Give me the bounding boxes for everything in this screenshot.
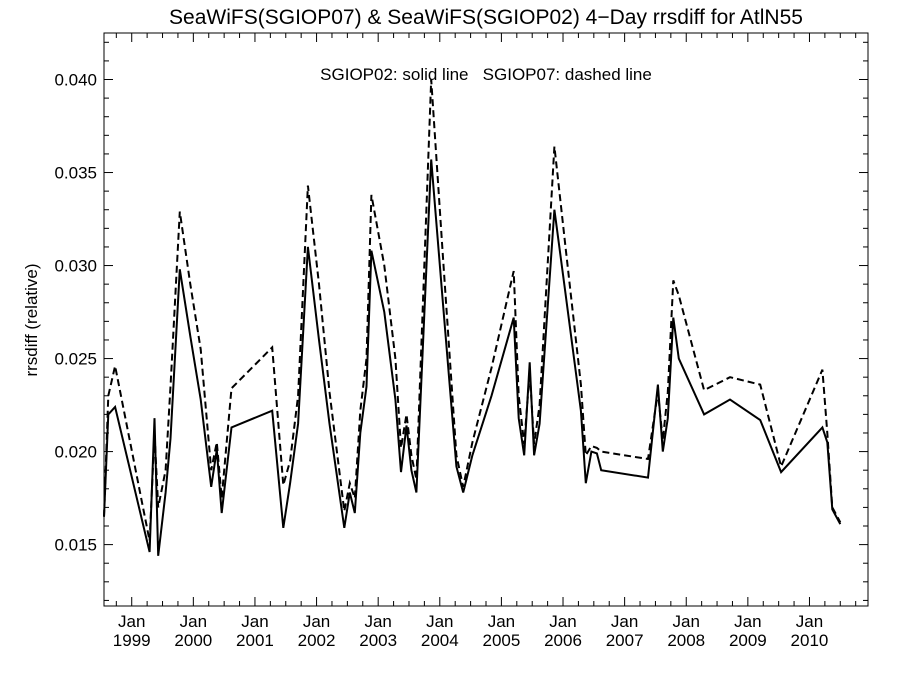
x-tick-label-year: 2005 [482, 631, 520, 650]
x-tick-label-year: 2002 [298, 631, 336, 650]
x-tick-label-year: 1999 [113, 631, 151, 650]
x-tick-label-month: Jan [180, 612, 207, 631]
x-tick-label-month: Jan [611, 612, 638, 631]
y-tick-label: 0.015 [54, 536, 97, 555]
chart-title: SeaWiFS(SGIOP07) & SeaWiFS(SGIOP02) 4−Da… [169, 6, 803, 29]
x-tick-label-month: Jan [673, 612, 700, 631]
x-tick-label-month: Jan [734, 612, 761, 631]
y-tick-label: 0.040 [54, 71, 97, 90]
x-tick-label-month: Jan [488, 612, 515, 631]
y-tick-label: 0.030 [54, 257, 97, 276]
x-tick-label-month: Jan [549, 612, 576, 631]
x-tick-label-year: 2001 [236, 631, 274, 650]
x-tick-label-year: 2003 [359, 631, 397, 650]
x-tick-label-year: 2010 [791, 631, 829, 650]
x-tick-label-year: 2007 [606, 631, 644, 650]
series-style-annotation: SGIOP02: solid line SGIOP07: dashed line [320, 65, 652, 84]
x-tick-label-month: Jan [364, 612, 391, 631]
x-tick-label-year: 2009 [729, 631, 767, 650]
plot-area: 0.0150.0200.0250.0300.0350.040Jan1999Jan… [54, 32, 869, 650]
x-tick-label-year: 2008 [667, 631, 705, 650]
y-tick-label: 0.025 [54, 350, 97, 369]
series-line-sgiop07 [103, 79, 842, 542]
x-tick-label-month: Jan [118, 612, 145, 631]
y-axis-label: rrsdiff (relative) [22, 263, 41, 376]
y-tick-label: 0.035 [54, 164, 97, 183]
x-tick-label-month: Jan [303, 612, 330, 631]
x-tick-label-year: 2006 [544, 631, 582, 650]
x-tick-label-year: 2000 [174, 631, 212, 650]
x-tick-label-month: Jan [241, 612, 268, 631]
y-tick-label: 0.020 [54, 443, 97, 462]
x-tick-label-year: 2004 [421, 631, 459, 650]
x-tick-label-month: Jan [796, 612, 823, 631]
plot-frame [103, 32, 869, 607]
series-line-sgiop02 [103, 159, 842, 556]
x-tick-label-month: Jan [426, 612, 453, 631]
